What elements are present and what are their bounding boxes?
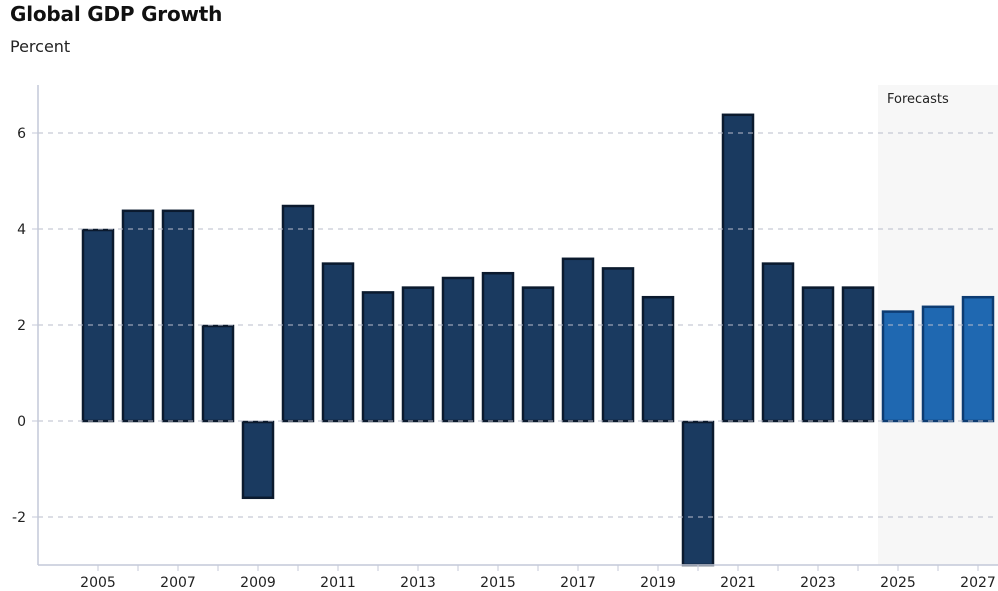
bar-2022 [761, 262, 795, 423]
bar-2016 [521, 286, 555, 423]
bar-2012 [361, 291, 395, 423]
x-tick-label: 2011 [320, 575, 356, 591]
chart-title: Global GDP Growth [10, 2, 223, 26]
bar-2010 [281, 204, 315, 423]
x-tick-label: 2021 [720, 575, 756, 591]
x-tick-label: 2027 [960, 575, 996, 591]
x-tick-label: 2015 [480, 575, 516, 591]
bar-2011 [321, 262, 355, 423]
bar-2013 [401, 286, 435, 423]
bar-2008 [201, 324, 235, 423]
y-tick-label: -2 [12, 510, 26, 526]
bar-2006 [121, 209, 155, 423]
x-tick-label: 2025 [880, 575, 916, 591]
bar-2007 [161, 209, 195, 423]
forecast-annotation: Forecasts [887, 92, 949, 107]
bar-2024 [841, 286, 875, 423]
bar-2020 [681, 420, 715, 567]
x-tick-label: 2017 [560, 575, 596, 591]
bar-2021 [721, 113, 755, 423]
chart-subtitle: Percent [10, 37, 71, 56]
bar-2019 [641, 295, 675, 423]
y-tick-label: 2 [17, 318, 26, 334]
y-tick-label: 6 [17, 126, 26, 142]
y-tick-label: 4 [17, 222, 26, 238]
bar-2027 [961, 295, 995, 423]
bar-2014 [441, 276, 475, 423]
x-tick-label: 2023 [800, 575, 836, 591]
bar-2015 [481, 271, 515, 423]
bar-2017 [561, 257, 595, 423]
x-tick-label: 2005 [80, 575, 116, 591]
bar-2026 [921, 305, 955, 423]
x-tick-label: 2007 [160, 575, 196, 591]
bar-2009 [241, 420, 275, 500]
bar-2018 [601, 267, 635, 423]
x-tick-label: 2019 [640, 575, 676, 591]
x-tick-label: 2009 [240, 575, 276, 591]
bar-2025 [881, 310, 915, 423]
x-tick-label: 2013 [400, 575, 436, 591]
bar-2023 [801, 286, 835, 423]
y-tick-label: 0 [17, 414, 26, 430]
